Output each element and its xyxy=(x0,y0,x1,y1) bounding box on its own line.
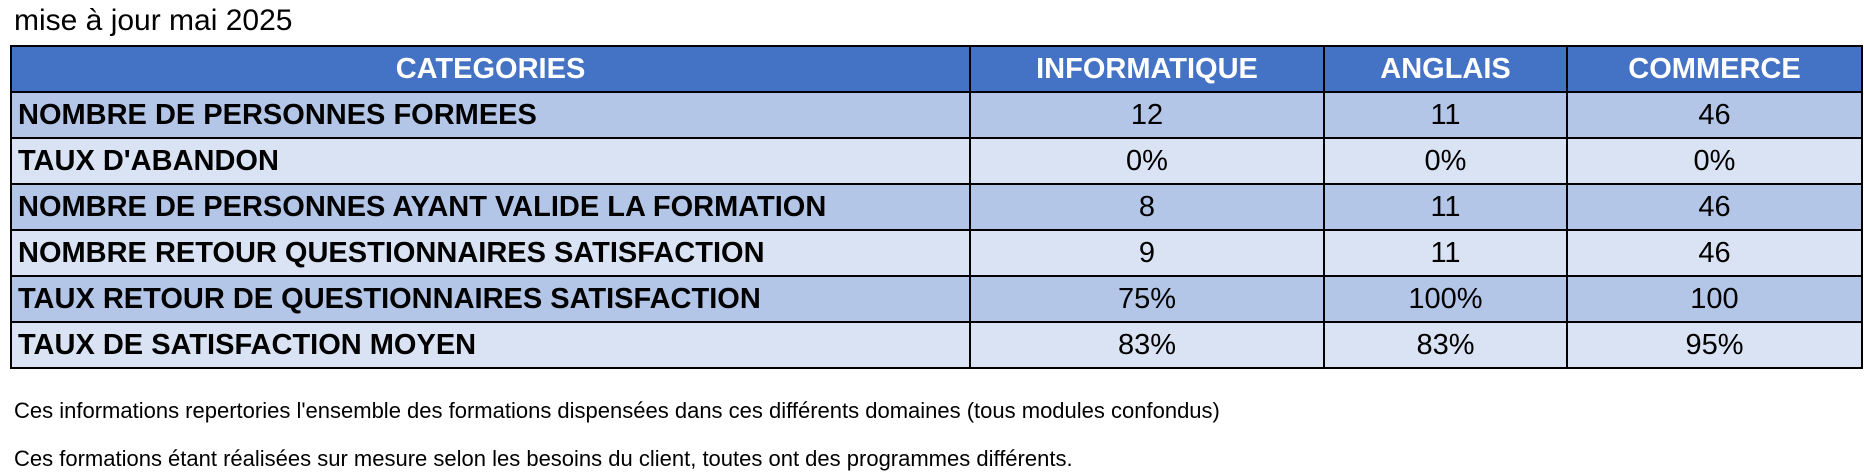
cell: 11 xyxy=(1323,183,1568,231)
row-label: TAUX D'ABANDON xyxy=(10,137,971,185)
cell: 12 xyxy=(969,91,1325,139)
table-row: NOMBRE DE PERSONNES FORMEES 12 11 46 xyxy=(10,91,1863,139)
cell: 0% xyxy=(969,137,1325,185)
header-cell: CATEGORIES xyxy=(10,45,971,93)
table-row: TAUX D'ABANDON 0% 0% 0% xyxy=(10,137,1863,185)
title: mise à jour mai 2025 xyxy=(14,4,293,37)
header-cell: INFORMATIQUE xyxy=(969,45,1325,93)
row-label: NOMBRE DE PERSONNES FORMEES xyxy=(10,91,971,139)
cell: 83% xyxy=(1323,321,1568,369)
cell: 11 xyxy=(1323,91,1568,139)
cell: 46 xyxy=(1566,229,1863,277)
table-row: NOMBRE RETOUR QUESTIONNAIRES SATISFACTIO… xyxy=(10,229,1863,277)
row-label: NOMBRE DE PERSONNES AYANT VALIDE LA FORM… xyxy=(10,183,971,231)
cell: 11 xyxy=(1323,229,1568,277)
cell: 0% xyxy=(1566,137,1863,185)
cell: 46 xyxy=(1566,183,1863,231)
header-row: CATEGORIES INFORMATIQUE ANGLAIS COMMERCE xyxy=(10,45,1863,93)
cell: 8 xyxy=(969,183,1325,231)
cell: 46 xyxy=(1566,91,1863,139)
row-label: TAUX DE SATISFACTION MOYEN xyxy=(10,321,971,369)
cell: 0% xyxy=(1323,137,1568,185)
data-table: CATEGORIES INFORMATIQUE ANGLAIS COMMERCE NO… xyxy=(10,45,1863,369)
cell: 75% xyxy=(969,275,1325,323)
cell: 100% xyxy=(1323,275,1568,323)
cell: 9 xyxy=(969,229,1325,277)
table-row: NOMBRE DE PERSONNES AYANT VALIDE LA FORM… xyxy=(10,183,1863,231)
row-label: TAUX RETOUR DE QUESTIONNAIRES SATISFACTI… xyxy=(10,275,971,323)
note: Ces informations repertories l'ensemble … xyxy=(14,398,1220,423)
note: Ces formations étant réalisées sur mesur… xyxy=(14,446,1073,471)
row-label: NOMBRE RETOUR QUESTIONNAIRES SATISFACTIO… xyxy=(10,229,971,277)
table-row: TAUX DE SATISFACTION MOYEN 83% 83% 95% xyxy=(10,321,1863,369)
cell: 83% xyxy=(969,321,1325,369)
header-cell: ANGLAIS xyxy=(1323,45,1568,93)
cell: 95% xyxy=(1566,321,1863,369)
header-cell: COMMERCE xyxy=(1566,45,1863,93)
cell: 100 xyxy=(1566,275,1863,323)
table-row: TAUX RETOUR DE QUESTIONNAIRES SATISFACTI… xyxy=(10,275,1863,323)
